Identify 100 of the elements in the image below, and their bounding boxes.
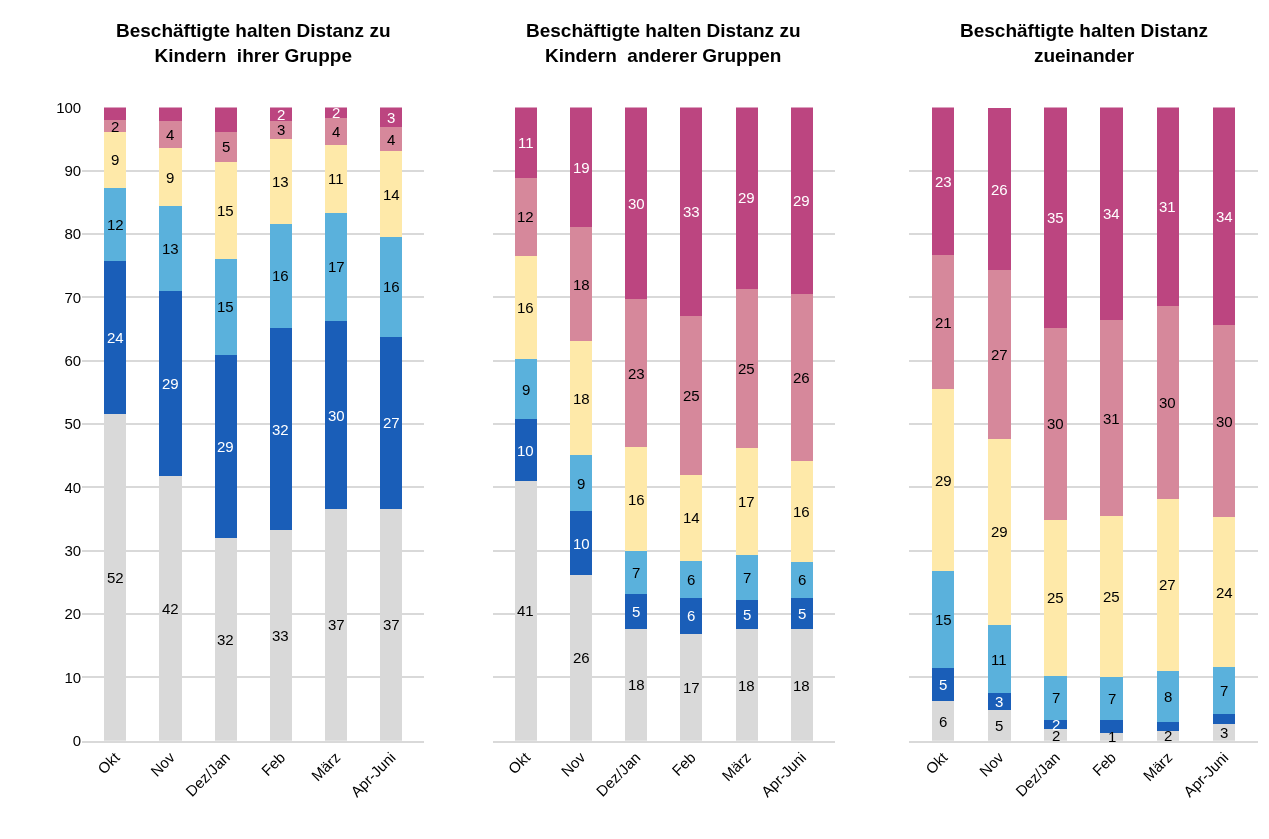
bar — [269, 139, 292, 224]
bar — [1156, 498, 1180, 672]
chart-title: Beschäftigte halten Distanz zu Kindern anderer Gruppen — [526, 20, 801, 66]
bar — [625, 551, 648, 595]
data-label: 13 — [272, 173, 289, 190]
bar — [514, 256, 537, 360]
data-label: 21 — [935, 314, 952, 331]
data-label: 14 — [683, 509, 700, 526]
data-label: 16 — [383, 278, 400, 295]
bar — [1044, 327, 1067, 520]
data-label: 13 — [162, 240, 179, 257]
data-label: 7 — [1220, 682, 1229, 699]
data-label: 29 — [162, 375, 179, 392]
data-label: 30 — [1047, 415, 1064, 432]
x-tick-label: Okt — [94, 748, 124, 778]
data-label: 19 — [573, 159, 590, 176]
bar — [214, 258, 237, 356]
data-label: 16 — [628, 491, 645, 508]
data-label: 5 — [743, 606, 752, 623]
bar — [569, 341, 593, 456]
bar — [1100, 107, 1123, 321]
data-label: 14 — [383, 186, 400, 203]
bar — [569, 227, 593, 342]
data-label: 35 — [1047, 209, 1064, 226]
data-label: 16 — [272, 267, 289, 284]
data-label: 34 — [1216, 208, 1233, 225]
data-label: 9 — [111, 151, 120, 168]
bar — [104, 261, 127, 414]
data-label: 29 — [217, 438, 234, 455]
bar — [680, 598, 703, 634]
bar — [380, 151, 403, 238]
data-label: 26 — [793, 369, 810, 386]
bar — [790, 293, 813, 461]
bar — [680, 107, 703, 316]
bar — [1212, 667, 1236, 715]
bar — [269, 327, 292, 531]
bar — [988, 624, 1011, 694]
data-label: 33 — [683, 203, 700, 220]
y-tick-label: 0 — [72, 731, 82, 749]
y-tick-label: 20 — [64, 605, 82, 623]
data-label: 6 — [798, 571, 807, 588]
bar — [214, 161, 237, 259]
data-label: 29 — [738, 189, 755, 206]
data-label: 12 — [107, 216, 124, 233]
data-label: 4 — [332, 123, 341, 140]
data-label: 6 — [687, 571, 696, 588]
x-tick-label: Okt — [922, 748, 952, 778]
data-label: 18 — [573, 390, 590, 407]
y-tick-label: 10 — [64, 668, 82, 686]
x-tick-label: Nov — [975, 748, 1008, 780]
data-label: 29 — [935, 472, 952, 489]
bar — [735, 288, 758, 449]
data-label: 11 — [518, 134, 534, 151]
bar — [625, 447, 648, 552]
bar — [988, 108, 1011, 271]
bar — [214, 107, 237, 133]
data-label: 5 — [995, 717, 1004, 734]
bar — [1100, 320, 1123, 516]
data-label: 5 — [939, 676, 948, 693]
data-label: 30 — [1216, 413, 1233, 430]
data-label: 18 — [573, 276, 590, 293]
bar — [1212, 714, 1236, 725]
data-label: 5 — [798, 605, 807, 622]
bar — [1044, 675, 1067, 720]
data-label: 24 — [1216, 584, 1233, 601]
y-tick-label: 30 — [64, 541, 82, 559]
x-tick-label: Okt — [504, 748, 534, 778]
bar — [159, 147, 182, 207]
data-label: 2 — [111, 118, 120, 135]
bar — [680, 315, 703, 475]
data-label: 52 — [107, 569, 124, 586]
bar — [1100, 720, 1123, 733]
data-label: 29 — [991, 523, 1008, 540]
bar — [324, 212, 348, 322]
bar — [569, 107, 593, 228]
bar — [104, 107, 127, 121]
data-label: 7 — [1052, 689, 1061, 706]
data-label: 16 — [793, 503, 810, 520]
data-label: 37 — [328, 616, 345, 633]
data-label: 30 — [328, 407, 345, 424]
data-label: 18 — [628, 676, 645, 693]
data-label: 9 — [522, 381, 531, 398]
x-tick-label: Feb — [1088, 748, 1120, 779]
data-label: 32 — [272, 421, 289, 438]
bar — [625, 594, 648, 629]
data-label: 7 — [743, 569, 752, 586]
bar — [159, 120, 182, 148]
bar — [931, 254, 955, 390]
bar — [680, 560, 703, 599]
data-label: 34 — [1103, 205, 1120, 222]
data-label: 25 — [683, 387, 700, 404]
data-label: 30 — [1159, 394, 1176, 411]
bar — [514, 418, 537, 482]
bar — [159, 291, 182, 476]
data-label: 31 — [1103, 410, 1120, 427]
y-tick-label: 90 — [64, 161, 82, 179]
data-label: 32 — [217, 631, 234, 648]
bar — [931, 389, 955, 571]
data-label: 27 — [991, 346, 1008, 363]
data-label: 30 — [628, 195, 645, 212]
